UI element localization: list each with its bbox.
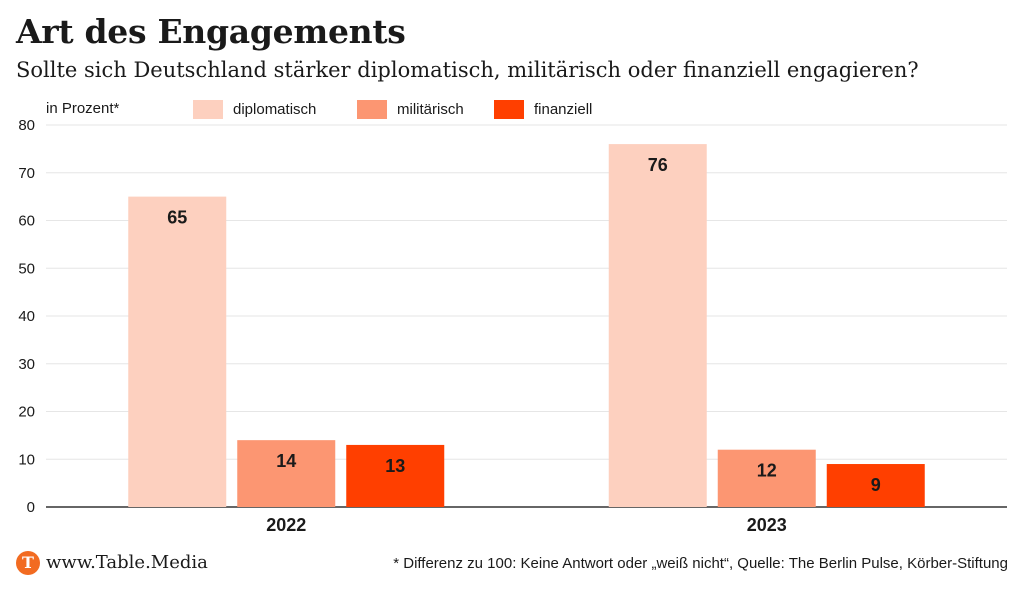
legend-swatch-militaerisch bbox=[357, 99, 387, 119]
bar-diplomatisch-2022 bbox=[128, 196, 227, 507]
bar-chart: 0 10 20 30 40 50 60 70 80 65 14 13 2022 76 12 9 2023 bbox=[18, 117, 1007, 535]
legend-label-diplomatisch: diplomatisch bbox=[233, 100, 317, 118]
footer-source-note: * Differenz zu 100: Keine Antwort oder „… bbox=[393, 555, 1008, 572]
data-label-militärisch-2023: 12 bbox=[757, 461, 777, 481]
x-tick-label-2023: 2023 bbox=[747, 515, 787, 535]
bar-finanziell-2022 bbox=[346, 444, 445, 507]
bar-militärisch-2023 bbox=[717, 449, 816, 507]
y-axis-unit-label: in Prozent* bbox=[46, 100, 120, 117]
footer-site-url: www.Table.Media bbox=[46, 552, 208, 573]
y-tick-label-10: 10 bbox=[18, 451, 35, 468]
y-tick-label-40: 40 bbox=[18, 308, 35, 325]
bar-finanziell-2023 bbox=[826, 464, 925, 507]
data-label-diplomatisch-2022: 65 bbox=[167, 208, 187, 228]
y-tick-label-30: 30 bbox=[18, 356, 35, 373]
legend-swatch-finanziell bbox=[494, 99, 524, 119]
data-label-militärisch-2022: 14 bbox=[276, 451, 296, 471]
chart-subtitle: Sollte sich Deutschland stärker diplomat… bbox=[16, 58, 919, 82]
data-label-diplomatisch-2023: 76 bbox=[648, 155, 668, 175]
bar-militärisch-2022 bbox=[237, 440, 336, 507]
bar-diplomatisch-2023 bbox=[608, 144, 707, 507]
data-label-finanziell-2023: 9 bbox=[871, 475, 881, 495]
legend-item-diplomatisch: diplomatisch bbox=[193, 98, 316, 120]
y-tick-label-70: 70 bbox=[18, 165, 35, 182]
legend-label-finanziell: finanziell bbox=[534, 100, 593, 118]
y-tick-label-0: 0 bbox=[27, 499, 35, 516]
x-tick-label-2022: 2022 bbox=[266, 515, 306, 535]
legend-item-finanziell: finanziell bbox=[494, 98, 592, 120]
legend-swatch-diplomatisch bbox=[193, 99, 223, 119]
legend-label-militaerisch: militärisch bbox=[397, 100, 464, 118]
data-label-finanziell-2022: 13 bbox=[385, 456, 405, 476]
chart-title: Art des Engagements bbox=[16, 12, 406, 51]
y-tick-label-80: 80 bbox=[18, 117, 35, 134]
table-media-logo-icon: T bbox=[16, 551, 40, 575]
y-tick-label-60: 60 bbox=[18, 213, 35, 230]
y-tick-label-20: 20 bbox=[18, 404, 35, 421]
legend-item-militaerisch: militärisch bbox=[357, 98, 464, 120]
y-tick-label-50: 50 bbox=[18, 260, 35, 277]
